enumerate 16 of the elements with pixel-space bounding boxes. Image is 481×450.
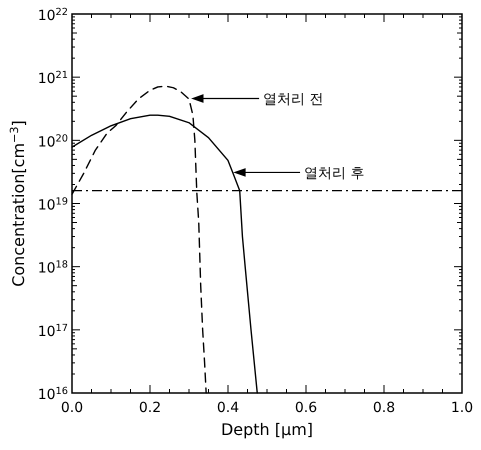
- x-tick-label: 0.4: [216, 400, 240, 416]
- y-tick-label: 10$^{20}$: [38, 132, 68, 150]
- annotation: 열처리 후: [304, 165, 365, 182]
- y-tick-label: 10$^{21}$: [38, 70, 68, 88]
- y-tick-label: 10$^{16}$: [38, 386, 68, 403]
- x-tick-label: 1.0: [450, 400, 474, 416]
- x-tick-label: 0.2: [138, 400, 162, 416]
- x-tick-label: 0.6: [294, 400, 318, 416]
- y-tick-label: 10$^{17}$: [38, 322, 68, 340]
- y-tick-label: 10$^{22}$: [38, 6, 68, 24]
- x-axis-title: Depth [μm]: [220, 420, 314, 439]
- y-tick-label: 10$^{19}$: [38, 196, 68, 214]
- y-tick-label: 10$^{18}$: [38, 259, 68, 277]
- x-tick-label: 0.0: [60, 400, 84, 416]
- annotation: 열처리 전: [263, 92, 324, 108]
- x-tick-label: 0.8: [372, 400, 396, 416]
